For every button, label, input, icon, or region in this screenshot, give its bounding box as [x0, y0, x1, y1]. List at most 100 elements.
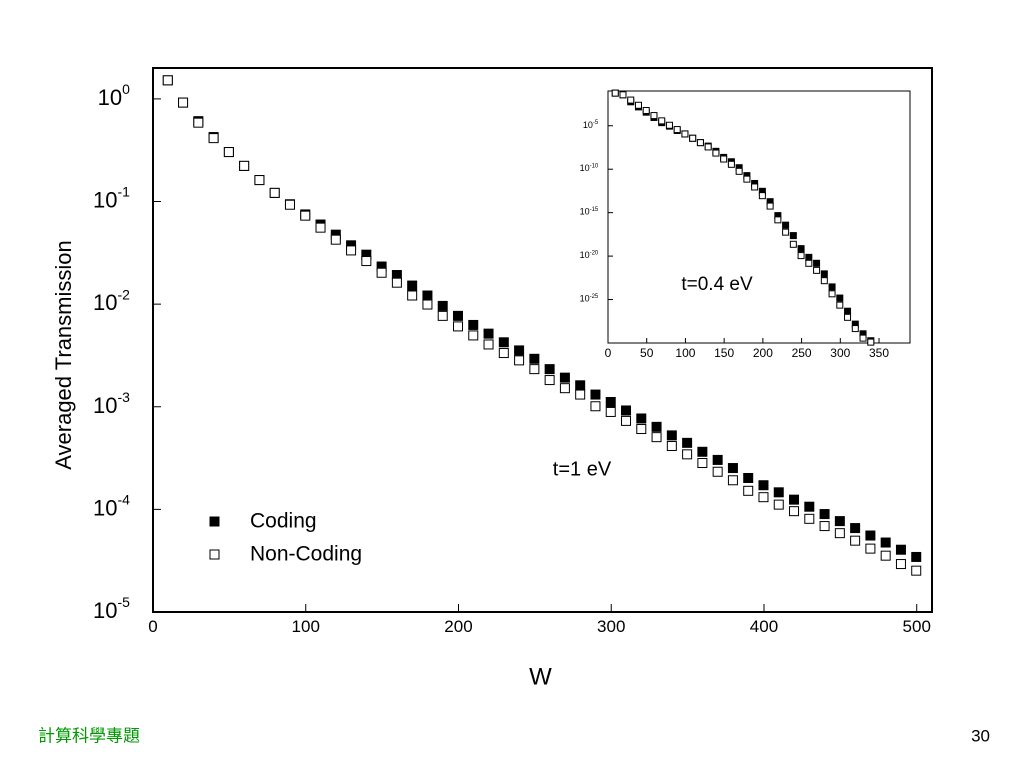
- y-tick-label: 10-5: [93, 594, 130, 623]
- marker: [697, 457, 708, 468]
- marker: [605, 397, 616, 408]
- marker: [178, 97, 189, 108]
- marker: [743, 485, 754, 496]
- marker: [483, 339, 494, 350]
- legend-label: Non-Coding: [250, 543, 362, 566]
- marker: [844, 313, 852, 321]
- marker: [813, 266, 821, 274]
- y-tick-exponent: -1: [117, 183, 130, 199]
- x-tick-label: 250: [792, 346, 812, 360]
- marker: [743, 472, 754, 483]
- marker: [673, 126, 681, 134]
- marker: [407, 280, 418, 291]
- y-tick-label: 100: [98, 81, 130, 110]
- marker: [859, 334, 867, 342]
- y-tick-base: 10: [93, 598, 117, 623]
- marker: [658, 117, 666, 125]
- marker: [805, 259, 813, 267]
- marker: [437, 310, 448, 321]
- marker: [391, 277, 402, 288]
- y-tick-base: 10: [580, 164, 590, 174]
- marker: [850, 535, 861, 546]
- marker: [834, 528, 845, 539]
- y-tick-exponent: -5: [117, 594, 130, 610]
- marker: [735, 167, 743, 175]
- marker: [704, 143, 712, 151]
- y-tick-label: 10-5: [583, 120, 599, 130]
- marker: [559, 372, 570, 383]
- y-tick-base: 10: [580, 294, 590, 304]
- marker: [865, 543, 876, 554]
- marker: [621, 405, 632, 416]
- x-tick-label: 50: [640, 346, 654, 360]
- marker: [911, 551, 922, 562]
- marker: [697, 446, 708, 457]
- marker: [828, 290, 836, 298]
- plot-frame: [607, 90, 911, 344]
- x-tick-label: 150: [714, 346, 734, 360]
- marker: [208, 133, 219, 144]
- marker: [758, 192, 766, 200]
- x-tick-label: 200: [444, 617, 472, 636]
- y-tick-exponent: 0: [122, 81, 130, 97]
- annotation: t=0.4 eV: [681, 274, 753, 295]
- x-tick-label: 500: [903, 617, 931, 636]
- y-tick-exponent: -20: [590, 250, 599, 256]
- marker: [605, 406, 616, 417]
- marker: [727, 160, 735, 168]
- annotation: t=1 eV: [553, 458, 612, 480]
- marker: [865, 530, 876, 541]
- x-tick-label: 300: [597, 617, 625, 636]
- marker: [805, 253, 813, 261]
- footer-title: 計算科學專題: [38, 726, 140, 745]
- marker: [681, 130, 689, 138]
- marker: [468, 330, 479, 341]
- marker: [666, 440, 677, 451]
- marker: [162, 75, 173, 86]
- marker: [621, 415, 632, 426]
- marker: [758, 492, 769, 503]
- marker: [850, 523, 861, 534]
- marker: [682, 449, 693, 460]
- y-tick-exponent: -4: [117, 491, 130, 507]
- marker: [636, 413, 647, 424]
- y-tick-label: 10-4: [93, 491, 130, 520]
- y-tick-label: 10-1: [93, 183, 130, 212]
- y-tick-label: 10-3: [93, 389, 130, 418]
- y-tick-base: 10: [93, 495, 117, 520]
- marker: [529, 364, 540, 375]
- marker: [727, 475, 738, 486]
- marker: [751, 183, 759, 191]
- marker: [651, 432, 662, 443]
- marker: [836, 294, 844, 302]
- legend-marker: [209, 516, 220, 527]
- marker: [774, 216, 782, 224]
- marker: [544, 375, 555, 386]
- y-tick-exponent: -5: [593, 120, 599, 126]
- marker: [696, 139, 704, 147]
- y-tick-base: 10: [580, 207, 590, 217]
- marker: [665, 121, 673, 129]
- marker: [789, 232, 797, 240]
- marker: [468, 319, 479, 330]
- marker: [689, 134, 697, 142]
- marker: [269, 187, 280, 198]
- x-tick-label: 0: [148, 617, 157, 636]
- x-tick-label: 100: [675, 346, 695, 360]
- marker: [773, 487, 784, 498]
- marker: [650, 112, 658, 120]
- y-tick-base: 10: [93, 290, 117, 315]
- marker: [743, 175, 751, 183]
- x-tick-label: 300: [830, 346, 850, 360]
- marker: [782, 221, 790, 229]
- marker: [642, 106, 650, 114]
- y-tick-label: 10-2: [93, 286, 130, 315]
- y-tick-exponent: -2: [117, 286, 130, 302]
- marker: [682, 437, 693, 448]
- marker: [498, 348, 509, 359]
- marker: [880, 550, 891, 561]
- marker: [514, 355, 525, 366]
- y-tick-exponent: -15: [590, 207, 599, 213]
